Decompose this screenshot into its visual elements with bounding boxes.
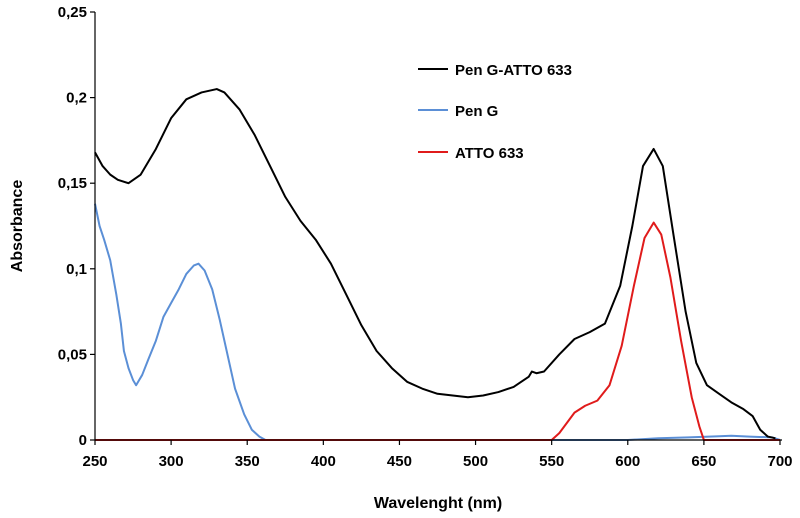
x-tick-label: 550 [539,453,564,470]
x-tick-label: 350 [235,453,260,470]
y-tick-label: 0,05 [58,346,87,363]
y-axis-title: Absorbance [9,180,26,273]
y-tick-label: 0,2 [66,90,87,107]
x-axis-title: Wavelenght (nm) [374,495,502,512]
legend-label-atto: ATTO 633 [455,145,524,162]
y-ticks: 0 0,05 0,1 0,15 0,2 0,25 [58,4,95,449]
y-tick-label: 0,1 [66,261,87,278]
x-tick-label: 300 [159,453,184,470]
series-line-pen-g-atto-633 [94,88,776,440]
y-tick-label: 0,25 [58,4,87,21]
x-tick-label: 500 [463,453,488,470]
x-tick-label: 250 [82,453,107,470]
legend: Pen G-ATTO 633 Pen G ATTO 633 [418,62,572,162]
y-tick-label: 0 [79,432,87,449]
series-line-pen-g [94,203,781,441]
x-ticks: 250 300 350 400 450 500 550 600 650 700 [82,440,793,470]
axes [94,12,782,441]
x-tick-label: 700 [767,453,792,470]
legend-label-pen-g: Pen G [455,103,498,120]
legend-label-pen-g-atto: Pen G-ATTO 633 [455,62,572,79]
series-line-atto-633 [95,221,780,441]
y-tick-label: 0,15 [58,175,87,192]
x-tick-label: 600 [615,453,640,470]
series-lines [94,88,781,441]
x-tick-label: 400 [311,453,336,470]
x-tick-label: 450 [387,453,412,470]
x-tick-label: 650 [691,453,716,470]
